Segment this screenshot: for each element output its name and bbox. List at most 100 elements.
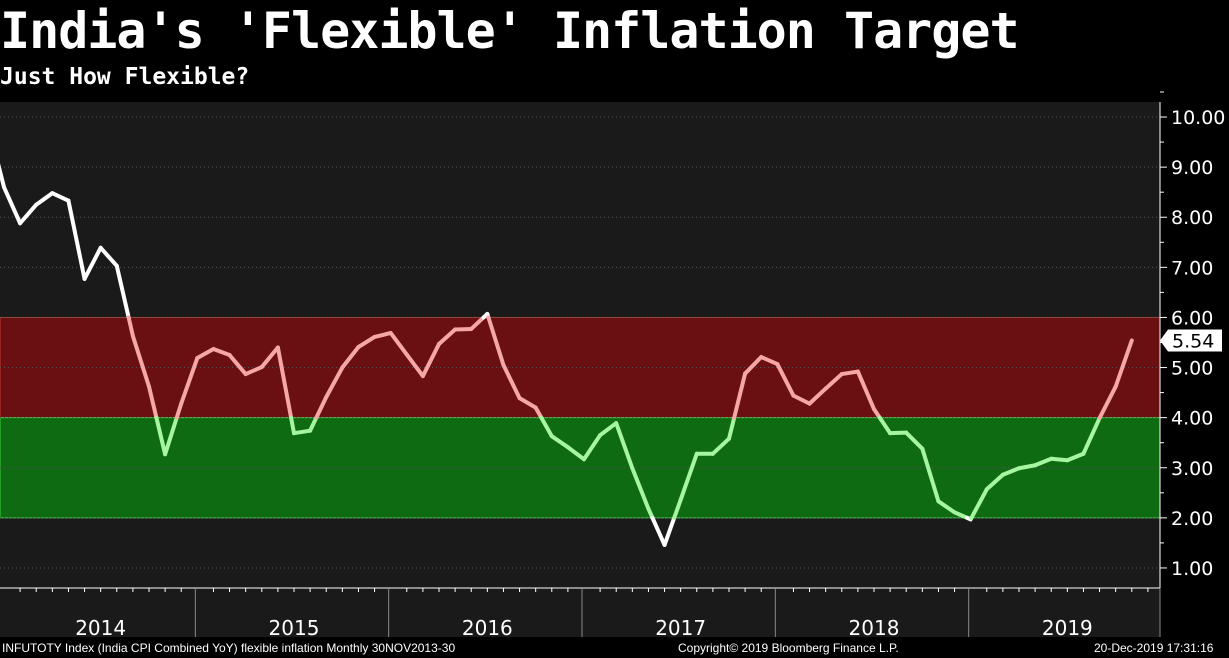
last-value-tag (1160, 329, 1222, 352)
line-segment (678, 451, 699, 502)
line-segment (0, 163, 6, 190)
last-value-marker: 5.54 (1160, 329, 1222, 352)
line-segment (147, 384, 159, 420)
line-segment (1081, 416, 1102, 456)
x-tick-label: 2018 (849, 616, 900, 640)
line-segment (565, 445, 586, 462)
line-segment (630, 466, 651, 511)
line-segment (50, 191, 71, 203)
y-tick-label: 9.00 (1171, 157, 1213, 179)
line-segment (154, 415, 168, 457)
line-segment (984, 472, 1005, 492)
line-segment (227, 353, 248, 377)
inflation-line (0, 163, 1134, 547)
line-segment (807, 386, 828, 406)
y-tick-label: 5.00 (1171, 358, 1213, 380)
gridlines (0, 116, 1160, 569)
line-segment (340, 345, 361, 370)
footer-timestamp: 20-Dec-2019 17:31:16 (1094, 641, 1214, 655)
y-tick-label: 3.00 (1171, 458, 1213, 480)
x-tick-label: 2019 (1042, 616, 1093, 640)
line-segment (662, 515, 677, 547)
line-segment (130, 333, 151, 389)
line-segment (759, 355, 780, 367)
line-segment (936, 499, 957, 515)
line-segment (259, 345, 280, 370)
line-segment (904, 430, 925, 451)
chart-subtitle: Just How Flexible? (0, 64, 250, 90)
footer-copyright: Copyright© 2019 Bloomberg Finance L.P. (678, 641, 899, 655)
line-segment (356, 334, 377, 350)
line-segment (114, 263, 131, 320)
line-segment (308, 415, 319, 433)
line-segment (34, 191, 55, 207)
y-tick-label: 1.00 (1171, 558, 1213, 580)
footer-source: INFUTOTY Index (India CPI Combined YoY) … (2, 641, 456, 655)
last-value-label: 5.54 (1172, 330, 1214, 352)
line-segment (437, 327, 458, 346)
line-segment (163, 415, 179, 457)
line-segment (126, 315, 135, 338)
line-segment (920, 446, 941, 504)
line-segment (743, 355, 764, 376)
line-segment (791, 393, 812, 406)
line-segment (1049, 456, 1070, 463)
line-segment (179, 356, 200, 406)
line-segment (969, 487, 989, 520)
line-segment (1113, 338, 1134, 389)
y-tick-label: 2.00 (1171, 508, 1213, 530)
x-tick-label: 2014 (75, 616, 126, 640)
line-segment (292, 428, 313, 436)
line-segment (501, 363, 522, 401)
line-segment (598, 421, 619, 438)
line-segment (82, 245, 103, 281)
line-segment (174, 401, 184, 420)
line-segment (388, 330, 409, 357)
line-segment (469, 315, 486, 331)
line-segment (672, 497, 683, 520)
line-segment (877, 415, 893, 436)
line-segment (289, 415, 296, 436)
line-segment (486, 315, 506, 368)
y-tick-label: 6.00 (1171, 307, 1213, 329)
line-segment (650, 515, 667, 547)
line-segment (614, 421, 635, 471)
line-segment (775, 362, 796, 398)
line-segment (1000, 466, 1021, 477)
x-tick-label: 2016 (462, 616, 513, 640)
line-segment (211, 347, 232, 358)
line-segment (952, 510, 970, 520)
line-segment (1065, 451, 1086, 463)
line-segment (453, 326, 474, 332)
y-axis: 1.00 2.00 3.00 4.00 5.00 6.00 7.00 8.00 9.00 10.0… (1159, 91, 1225, 588)
line-segment (732, 371, 748, 420)
line-segment (66, 198, 87, 281)
line-segment (195, 347, 216, 361)
line-segment (517, 396, 538, 410)
line-segment (324, 365, 345, 400)
line-segment (243, 365, 264, 377)
y-tick-label: 7.00 (1171, 257, 1213, 279)
x-axis: 2014 2015 2016 2017 2018 2019 (0, 587, 1161, 640)
line-segment (98, 245, 119, 268)
line-segment (1017, 463, 1038, 471)
x-tick-label: 2015 (269, 616, 320, 640)
line-segment (404, 352, 425, 379)
line-segment (420, 341, 441, 379)
line-segment (2, 185, 23, 226)
line-segment (710, 436, 731, 456)
line-segment (1033, 456, 1054, 468)
x-tick-label: 2017 (655, 616, 706, 640)
line-segment (582, 433, 603, 462)
line-segment (18, 202, 39, 226)
y-tick-label: 4.00 (1171, 408, 1213, 430)
line-segment (372, 330, 393, 339)
line-segment (888, 430, 909, 436)
line-segment (275, 345, 294, 420)
chart-title: India's 'Flexible' Inflation Target (0, 2, 1020, 60)
line-segment (839, 369, 860, 377)
y-tick-label: 10.00 (1171, 107, 1225, 129)
line-segment (855, 369, 876, 412)
line-segment (314, 395, 329, 420)
